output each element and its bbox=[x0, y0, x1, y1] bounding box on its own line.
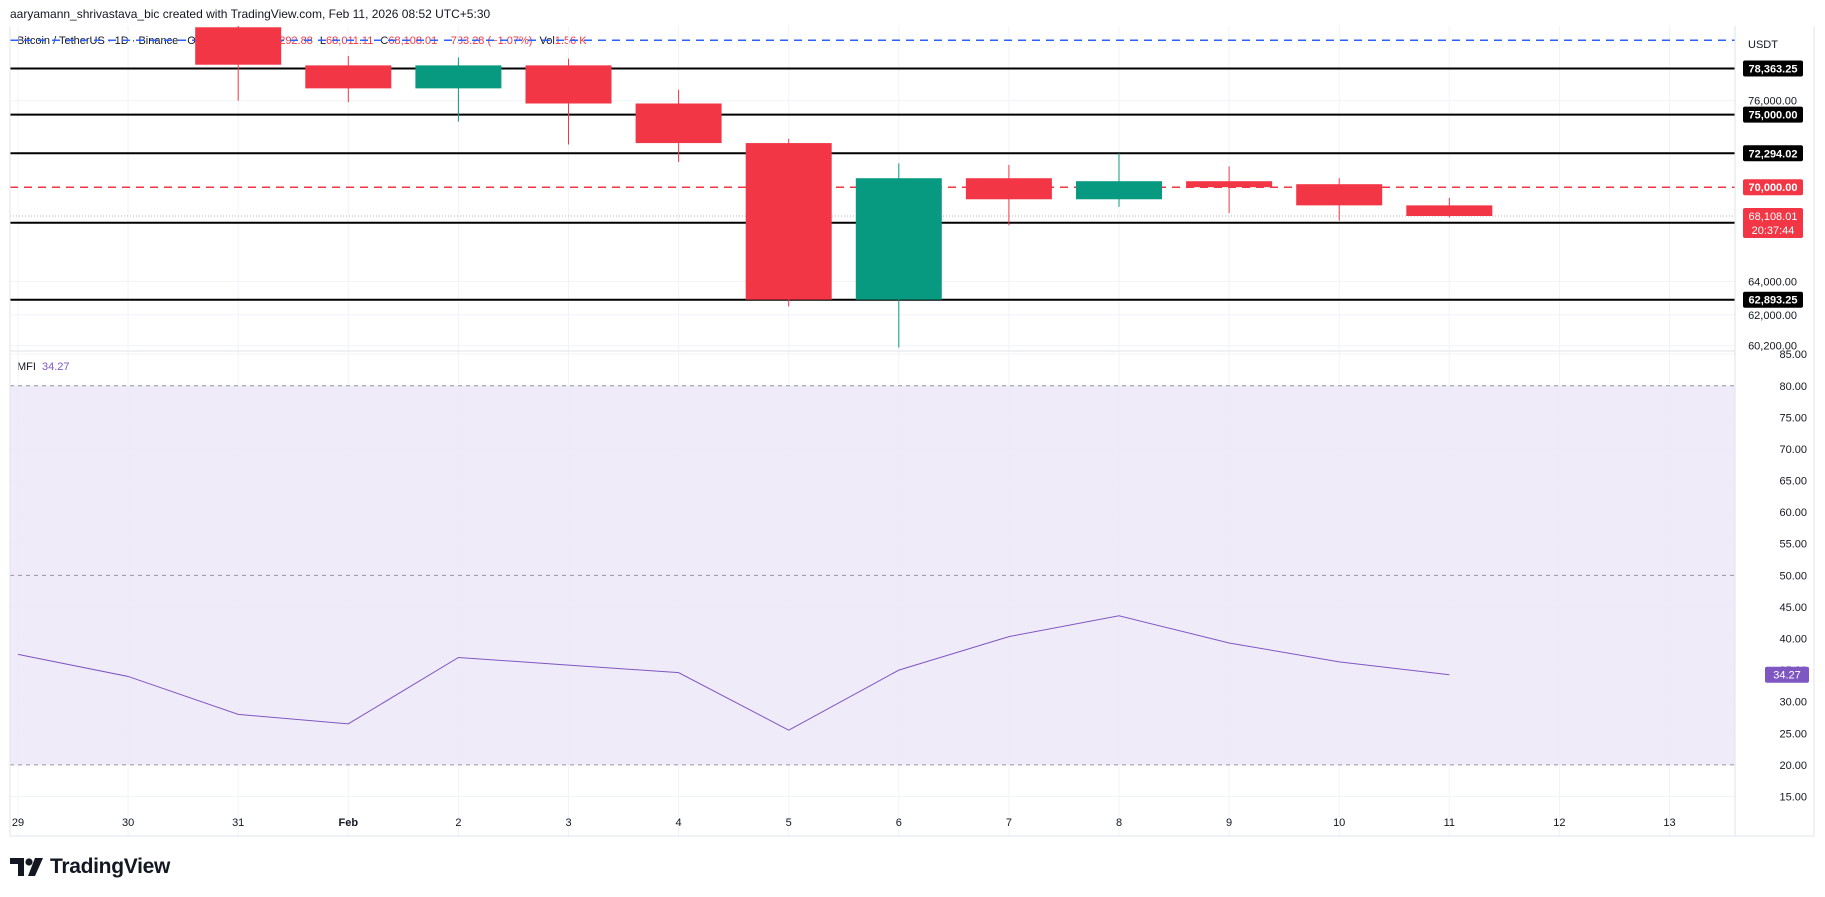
candle-body bbox=[1186, 181, 1273, 188]
level-price-label[interactable]: 75,000.00 bbox=[1743, 106, 1803, 123]
level-price-label[interactable]: 78,363.25 bbox=[1743, 60, 1803, 77]
level-price-label[interactable]: 72,294.02 bbox=[1743, 145, 1803, 162]
candle-body bbox=[635, 103, 722, 144]
time-tick-label: 6 bbox=[896, 817, 902, 829]
chart-attribution: aaryamann_shrivastava_bic created with T… bbox=[10, 7, 491, 21]
countdown-text: 20:37:44 bbox=[1752, 225, 1795, 237]
mfi-value-text: 34.27 bbox=[1773, 670, 1801, 682]
time-tick-label: 9 bbox=[1226, 817, 1232, 829]
last-price-label[interactable]: 68,108.01 20:37:44 bbox=[1743, 207, 1803, 238]
mfi-tick-label: 85.00 bbox=[1779, 349, 1807, 361]
price-tick-label: 62,000.00 bbox=[1748, 310, 1797, 322]
candle[interactable] bbox=[1186, 166, 1273, 214]
price-axis[interactable]: 60,200.00 62,000.00 64,000.00 76,000.00 78,3… bbox=[1743, 60, 1803, 353]
time-tick-label: 11 bbox=[1444, 817, 1455, 829]
level-price-text: 70,000.00 bbox=[1749, 182, 1798, 194]
time-tick-label: 31 bbox=[232, 817, 244, 829]
mfi-legend-value: 34.27 bbox=[41, 361, 70, 373]
candle[interactable] bbox=[525, 58, 612, 145]
level-price-text: 75,000.00 bbox=[1749, 110, 1798, 122]
mfi-tick-label: 40.00 bbox=[1779, 634, 1807, 646]
candle-body bbox=[195, 27, 282, 65]
level-price-text: 78,363.25 bbox=[1749, 64, 1798, 76]
candle[interactable] bbox=[855, 163, 942, 348]
candle[interactable] bbox=[965, 164, 1052, 226]
level-price-label[interactable]: 62,893.25 bbox=[1743, 291, 1803, 308]
candle-body bbox=[305, 65, 392, 89]
candle[interactable] bbox=[745, 138, 832, 307]
time-axis[interactable]: 29 30 31 Feb 2 3 4 5 6 7 8 9 10 11 12 13 bbox=[12, 817, 1676, 829]
time-tick-label: 4 bbox=[676, 817, 682, 829]
candle[interactable] bbox=[1406, 197, 1493, 218]
time-tick-label: 30 bbox=[122, 817, 134, 829]
mfi-tick-label: 30.00 bbox=[1779, 697, 1807, 709]
mfi-tick-label: 80.00 bbox=[1779, 381, 1807, 393]
mfi-axis[interactable]: 15.0020.0025.0030.0035.0040.0045.0050.00… bbox=[1765, 349, 1809, 804]
time-tick-label: 2 bbox=[455, 817, 461, 829]
tradingview-logo: TradingView bbox=[10, 855, 170, 879]
time-tick-label: 7 bbox=[1006, 817, 1012, 829]
mfi-title[interactable]: MFI bbox=[17, 361, 36, 373]
mfi-layer bbox=[17, 615, 1450, 731]
candle[interactable] bbox=[1296, 178, 1383, 221]
candle[interactable] bbox=[305, 56, 392, 103]
last-price-text: 68,108.01 bbox=[1749, 211, 1798, 223]
candle-body bbox=[745, 143, 832, 300]
time-tick-label: 5 bbox=[786, 817, 792, 829]
level-price-text: 62,893.25 bbox=[1749, 295, 1798, 307]
mfi-tick-label: 50.00 bbox=[1779, 570, 1807, 582]
candle[interactable] bbox=[635, 89, 722, 162]
close-label: C bbox=[380, 35, 389, 47]
mfi-tick-label: 65.00 bbox=[1779, 476, 1807, 488]
mfi-tick-label: 70.00 bbox=[1779, 444, 1807, 456]
price-tick-label: 64,000.00 bbox=[1748, 276, 1797, 288]
candle[interactable] bbox=[415, 57, 502, 122]
candle-body bbox=[965, 178, 1052, 200]
time-tick-label: Feb bbox=[339, 817, 359, 829]
mfi-tick-label: 45.00 bbox=[1779, 602, 1807, 614]
time-tick-label: 29 bbox=[12, 817, 24, 829]
mfi-tick-label: 55.00 bbox=[1779, 539, 1807, 551]
candle-body bbox=[525, 65, 612, 104]
candle[interactable] bbox=[195, 20, 282, 101]
mfi-tick-label: 15.00 bbox=[1779, 792, 1807, 804]
mfi-tick-label: 25.00 bbox=[1779, 728, 1807, 740]
mfi-value-badge[interactable]: 34.27 bbox=[1765, 666, 1809, 683]
level-price-label[interactable]: 70,000.00 bbox=[1743, 179, 1803, 196]
currency-label[interactable]: USDT bbox=[1748, 39, 1778, 51]
tradingview-logo-text: TradingView bbox=[50, 855, 171, 878]
mfi-tick-label: 75.00 bbox=[1779, 412, 1807, 424]
tradingview-logo-icon bbox=[10, 858, 43, 876]
candle-body bbox=[1076, 181, 1162, 200]
candles bbox=[195, 20, 1493, 348]
time-tick-label: 8 bbox=[1116, 817, 1122, 829]
pane-frame bbox=[9, 26, 1815, 837]
mfi-line[interactable] bbox=[17, 615, 1450, 731]
mfi-tick-label: 20.00 bbox=[1779, 760, 1807, 772]
candle-body bbox=[1296, 184, 1383, 206]
candle-body bbox=[1406, 205, 1493, 216]
candle-body bbox=[855, 178, 942, 300]
level-price-text: 72,294.02 bbox=[1749, 148, 1798, 160]
candle-body bbox=[415, 65, 502, 89]
mfi-band-fill bbox=[10, 385, 1735, 765]
time-tick-label: 3 bbox=[565, 817, 571, 829]
mfi-legend: MFI 34.27 bbox=[17, 361, 69, 373]
close-value: 68,108.01 bbox=[388, 35, 438, 47]
time-tick-label: 13 bbox=[1663, 817, 1675, 829]
price-tick-label: 60,200.00 bbox=[1748, 341, 1797, 353]
mfi-band-layer bbox=[10, 385, 1735, 766]
open-label: O bbox=[187, 35, 196, 47]
time-tick-label: 10 bbox=[1333, 817, 1345, 829]
candle[interactable] bbox=[1076, 153, 1162, 207]
time-tick-label: 12 bbox=[1553, 817, 1565, 829]
mfi-tick-label: 60.00 bbox=[1779, 507, 1807, 519]
price-tick-label: 76,000.00 bbox=[1748, 96, 1797, 108]
